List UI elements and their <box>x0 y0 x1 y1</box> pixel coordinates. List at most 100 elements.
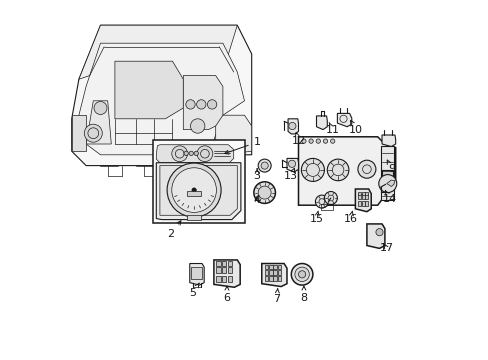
Bar <box>152 140 244 223</box>
Bar <box>358 201 361 206</box>
Text: 15: 15 <box>309 211 323 224</box>
Circle shape <box>378 175 396 193</box>
Text: 16: 16 <box>343 211 357 224</box>
Bar <box>264 265 268 269</box>
Polygon shape <box>79 25 237 79</box>
Bar <box>361 192 364 195</box>
Polygon shape <box>183 76 223 130</box>
Circle shape <box>315 195 328 208</box>
Circle shape <box>171 168 216 212</box>
Bar <box>380 146 393 200</box>
Circle shape <box>308 139 313 143</box>
Text: 5: 5 <box>188 283 199 298</box>
Bar <box>277 270 281 275</box>
Bar <box>273 270 276 275</box>
Polygon shape <box>72 25 251 166</box>
Bar <box>186 215 201 220</box>
Polygon shape <box>72 115 86 151</box>
Circle shape <box>326 159 348 181</box>
Bar <box>222 261 226 266</box>
Bar <box>365 201 367 206</box>
Circle shape <box>330 139 334 143</box>
Text: 17: 17 <box>379 243 393 253</box>
Bar <box>186 191 201 196</box>
Circle shape <box>185 100 195 109</box>
Text: 14: 14 <box>383 191 397 204</box>
Circle shape <box>194 151 198 156</box>
Text: 12: 12 <box>291 132 305 146</box>
Bar <box>320 204 333 210</box>
Polygon shape <box>261 264 286 287</box>
Circle shape <box>167 163 221 217</box>
Bar <box>264 270 268 275</box>
Bar <box>216 276 220 282</box>
Circle shape <box>323 139 327 143</box>
Bar <box>227 261 232 266</box>
Bar <box>268 270 272 275</box>
Polygon shape <box>366 224 384 248</box>
Polygon shape <box>156 145 233 163</box>
Circle shape <box>298 271 305 278</box>
Bar <box>277 265 281 269</box>
Polygon shape <box>286 158 298 172</box>
Bar <box>361 201 364 206</box>
Bar <box>273 265 276 269</box>
Circle shape <box>324 192 337 204</box>
Circle shape <box>288 122 295 130</box>
Circle shape <box>192 188 196 192</box>
Bar <box>268 265 272 269</box>
Polygon shape <box>215 115 251 155</box>
Polygon shape <box>337 113 351 127</box>
Bar <box>268 276 272 281</box>
Polygon shape <box>386 180 394 186</box>
Circle shape <box>84 124 102 142</box>
Circle shape <box>190 119 204 133</box>
Circle shape <box>171 146 187 162</box>
Bar <box>273 276 276 281</box>
Circle shape <box>183 151 188 156</box>
Polygon shape <box>213 260 240 287</box>
Polygon shape <box>316 116 326 130</box>
Polygon shape <box>189 264 204 285</box>
Polygon shape <box>86 101 111 144</box>
Text: 10: 10 <box>348 121 363 135</box>
Circle shape <box>253 182 275 203</box>
Bar <box>222 267 226 273</box>
Polygon shape <box>287 119 298 134</box>
Circle shape <box>196 100 205 109</box>
Bar <box>191 267 202 279</box>
Bar <box>264 276 268 281</box>
Circle shape <box>207 100 216 109</box>
Circle shape <box>316 139 320 143</box>
Bar <box>222 276 226 282</box>
Text: 11: 11 <box>325 122 339 135</box>
Circle shape <box>261 162 268 169</box>
Text: 3: 3 <box>253 168 260 181</box>
Text: 6: 6 <box>223 286 229 303</box>
Bar <box>277 276 281 281</box>
Text: 8: 8 <box>300 286 307 303</box>
Circle shape <box>291 264 312 285</box>
Polygon shape <box>79 43 244 155</box>
Polygon shape <box>156 163 241 220</box>
Circle shape <box>189 151 193 156</box>
Text: 7: 7 <box>273 288 280 304</box>
Polygon shape <box>160 166 237 215</box>
Circle shape <box>301 158 324 181</box>
Text: 9: 9 <box>386 160 395 174</box>
Bar <box>361 194 364 199</box>
Circle shape <box>288 160 295 167</box>
Polygon shape <box>115 61 183 119</box>
Bar <box>227 276 232 282</box>
Circle shape <box>258 186 270 199</box>
Circle shape <box>258 159 270 172</box>
Circle shape <box>197 146 212 162</box>
Text: 2: 2 <box>167 221 181 239</box>
FancyBboxPatch shape <box>366 225 383 245</box>
Text: 1: 1 <box>224 137 260 154</box>
Bar <box>216 261 220 266</box>
Bar <box>381 170 392 184</box>
Polygon shape <box>381 135 395 147</box>
Text: 13: 13 <box>283 168 297 181</box>
Bar <box>365 192 367 195</box>
